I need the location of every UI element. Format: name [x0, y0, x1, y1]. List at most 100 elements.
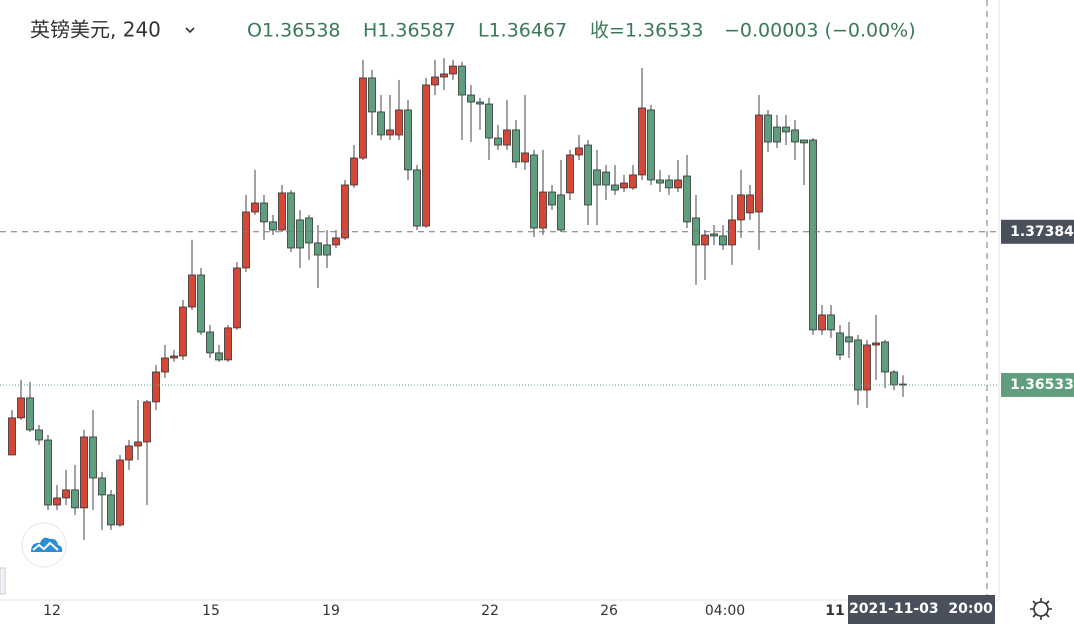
candle-body	[431, 76, 439, 86]
ohlc-value: 收=1.36533	[590, 20, 704, 42]
candle-body	[710, 233, 718, 237]
symbol-title[interactable]: 英镑美元, 240	[30, 18, 161, 42]
candles	[8, 57, 907, 540]
logo-line	[32, 541, 59, 551]
candle-body	[683, 175, 691, 223]
candle-body	[386, 129, 394, 136]
candle-body	[80, 436, 88, 509]
candle-body	[656, 179, 664, 184]
candle-body	[53, 497, 61, 506]
candle-body	[782, 126, 790, 133]
ohlc-legend: O1.36538 H1.36587 L1.36467 收=1.36533 −0.0000…	[247, 20, 916, 42]
candle-body	[44, 439, 52, 506]
candle-body	[602, 171, 610, 186]
candle-body	[71, 489, 79, 509]
candle-body	[791, 129, 799, 143]
candle-body	[215, 352, 223, 361]
candle-body	[98, 477, 106, 496]
candle-body	[638, 107, 646, 176]
candle-body	[404, 109, 412, 171]
candle-body	[737, 194, 745, 221]
candle-body	[278, 192, 286, 231]
ohlc-value: O1.36538	[247, 20, 341, 42]
candle-body	[152, 371, 160, 403]
candle-body	[35, 429, 43, 441]
candle-body	[350, 157, 358, 186]
candle-body	[413, 169, 421, 227]
candle-body	[269, 221, 277, 231]
candle-body	[314, 242, 322, 256]
candle-body	[764, 114, 772, 143]
candle-body	[116, 459, 124, 526]
candle-body	[818, 314, 826, 331]
candle-body	[422, 84, 430, 227]
settings-icon[interactable]	[1030, 598, 1052, 620]
x-tick-label: 04:00	[705, 603, 745, 619]
candle-body	[566, 154, 574, 194]
candle-body	[620, 182, 628, 189]
x-tick-label: 26	[600, 603, 618, 619]
last-price-label: 1.36533	[1010, 377, 1074, 393]
candle-body	[440, 73, 448, 78]
candle-body	[575, 147, 583, 156]
candle-body	[134, 441, 142, 447]
x-tick-label: 12	[43, 603, 61, 619]
candle-body	[242, 211, 250, 269]
candle-body	[8, 417, 16, 456]
candle-body	[377, 111, 385, 136]
x-tick-label: 15	[202, 603, 220, 619]
crosshair-time: 2021-11-03 20:00	[849, 601, 993, 617]
crosshair-price-label: 1.37384	[1010, 224, 1074, 240]
candle-body	[107, 494, 115, 526]
ohlc-value: −0.00003 (−0.00%)	[724, 20, 916, 42]
x-tick-label: 19	[322, 603, 340, 619]
candle-body	[449, 65, 457, 75]
candle-body	[494, 137, 502, 146]
candle-body	[206, 331, 214, 354]
candle-body	[179, 306, 187, 357]
candle-body	[368, 77, 376, 113]
candle-body	[26, 397, 34, 431]
candle-body	[854, 339, 862, 391]
candle-body	[143, 401, 151, 443]
candle-body	[719, 235, 727, 246]
ohlc-value: H1.36587	[363, 20, 456, 42]
crosshair-price-box	[1001, 219, 1074, 244]
candle-body	[890, 371, 898, 386]
candle-body	[674, 179, 682, 189]
candle-body	[188, 274, 196, 308]
title-chevron[interactable]	[185, 27, 195, 34]
logo[interactable]	[31, 537, 63, 552]
candle-body	[170, 355, 178, 359]
candle-body	[530, 154, 538, 229]
last-price-box	[1001, 372, 1074, 397]
candle-body	[701, 234, 709, 246]
candle-body	[161, 357, 169, 373]
x-tick-label: 11	[825, 603, 844, 619]
candle-body	[800, 139, 808, 144]
candle-body	[359, 77, 367, 159]
candle-body	[503, 129, 511, 146]
candle-body	[17, 397, 25, 419]
ohlc-value: L1.36467	[478, 20, 567, 42]
candle-body	[485, 103, 493, 139]
side-tab[interactable]	[0, 567, 6, 595]
gear-teeth[interactable]	[1030, 598, 1052, 620]
candle-body	[539, 191, 547, 229]
candle-body	[881, 341, 889, 373]
candle-body	[251, 202, 259, 213]
candle-body	[305, 217, 313, 244]
candle-body	[629, 174, 637, 189]
candle-body	[557, 194, 565, 231]
candle-body	[755, 114, 763, 213]
candle-body	[89, 436, 97, 479]
candle-body	[458, 65, 466, 96]
candle-body	[773, 126, 781, 143]
x-tick-label: 22	[481, 603, 499, 619]
candle-body	[836, 332, 844, 356]
candle-body	[728, 219, 736, 246]
crosshair-time-box	[848, 595, 995, 624]
candle-body	[665, 179, 673, 189]
